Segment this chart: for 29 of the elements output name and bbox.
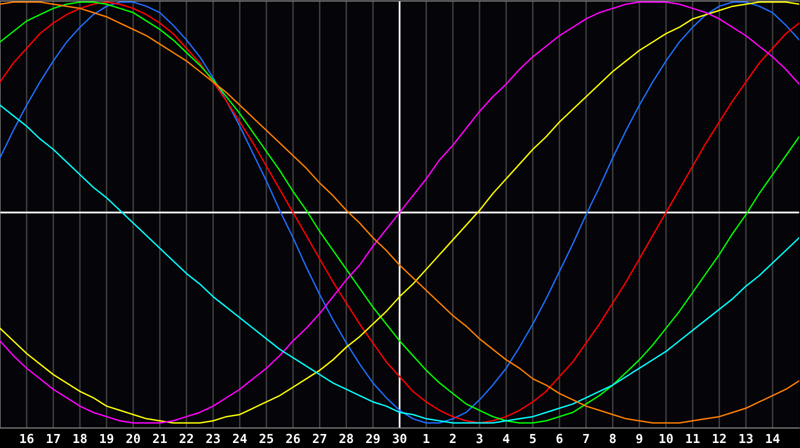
x-tick-label: 2 <box>450 434 456 444</box>
x-tick-label: 24 <box>232 434 247 444</box>
x-tick-label: 5 <box>530 434 536 444</box>
x-tick-label: 28 <box>339 434 354 444</box>
x-tick-label: 14 <box>766 434 780 444</box>
x-tick-label: 13 <box>740 434 753 444</box>
x-tick-label: 17 <box>46 434 60 444</box>
x-tick-label: 9 <box>636 434 642 444</box>
x-tick-label: 27 <box>312 434 326 444</box>
x-tick-label: 20 <box>126 434 140 444</box>
x-tick-label: 19 <box>100 434 114 444</box>
x-tick-label: 26 <box>286 434 300 444</box>
x-tick-label: 8 <box>610 434 616 444</box>
x-tick-label: 22 <box>180 434 193 444</box>
x-tick-label: 23 <box>206 434 220 444</box>
x-tick-label: 10 <box>660 434 673 444</box>
x-tick-label: 21 <box>153 434 167 444</box>
x-tick-label: 30 <box>392 434 406 444</box>
x-tick-label: 25 <box>260 434 274 444</box>
x-tick-label: 11 <box>686 434 700 444</box>
x-tick-label: 29 <box>366 434 380 444</box>
x-tick-label: 4 <box>503 434 510 444</box>
x-tick-label: 3 <box>476 434 482 444</box>
x-tick-label: 6 <box>556 434 563 444</box>
x-tick-label: 1 <box>424 434 430 444</box>
x-tick-label: 7 <box>583 434 589 444</box>
x-tick-label: 18 <box>74 434 87 444</box>
x-tick-label: 16 <box>20 434 34 444</box>
x-tick-label: 12 <box>712 434 726 444</box>
